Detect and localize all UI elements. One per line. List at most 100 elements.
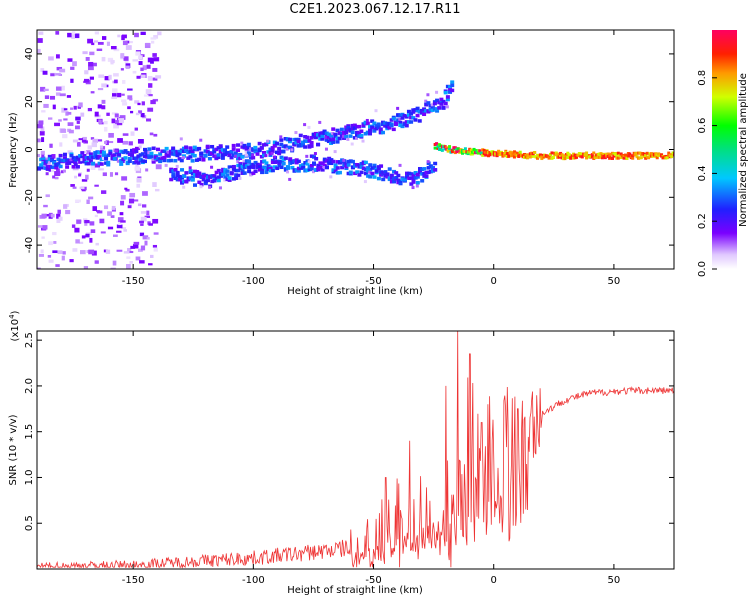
- spectrogram-cell: [135, 256, 141, 261]
- spectrogram-cell: [303, 168, 308, 172]
- spectrogram-cell: [87, 145, 93, 150]
- spectrogram-cell: [348, 134, 353, 138]
- spectrogram-cell: [123, 229, 127, 232]
- spectrogram-cell: [79, 241, 84, 244]
- spectrogram-cell: [177, 177, 182, 182]
- spectrogram-cell: [41, 110, 46, 113]
- spectrogram-cell: [48, 259, 54, 263]
- spectrogram-cell: [70, 78, 74, 83]
- spectrogram-cell: [221, 167, 226, 172]
- spectrogram-cell: [152, 244, 158, 248]
- spectrogram-cell: [84, 70, 89, 75]
- spectrogram-cell: [236, 143, 241, 147]
- spectrogram-cell: [147, 94, 153, 97]
- spectrogram-cell: [88, 159, 93, 163]
- spectrogram-cell: [518, 150, 522, 154]
- spectrogram-cell: [255, 164, 260, 169]
- spectrogram-cell: [348, 170, 353, 175]
- spectrogram-cell: [147, 76, 153, 81]
- spectrogram-cell: [41, 156, 46, 160]
- spectrogram-cell: [106, 160, 111, 165]
- spectrogram-cell: [153, 155, 158, 159]
- spectrogram-cell: [242, 159, 246, 163]
- spectrogram-cell: [251, 153, 255, 157]
- spectrogram-cell: [257, 168, 262, 172]
- spectrogram-cell: [123, 56, 129, 61]
- spectrogram-cell: [85, 174, 89, 180]
- spectrogram-cell: [309, 140, 314, 145]
- spectrogram-cell: [249, 173, 253, 177]
- spectrogram-cell: [144, 240, 148, 246]
- spectrogram-cell: [37, 38, 43, 43]
- spectrogram-cell: [415, 113, 420, 118]
- spectrogram-cell: [55, 86, 62, 91]
- spectrogram-cell: [177, 174, 182, 179]
- spectrogram-cell: [411, 180, 416, 184]
- spectrogram-cell: [39, 165, 44, 170]
- spectrogram-cell: [229, 165, 234, 169]
- spectrogram-cell: [104, 157, 109, 161]
- spectrogram-cell: [622, 156, 626, 160]
- spectrogram-cell: [240, 145, 245, 149]
- spectrogram-cell: [392, 169, 397, 174]
- spectrogram-cell: [340, 158, 345, 162]
- spectrogram-cell: [225, 145, 230, 149]
- spectrogram-cell: [538, 153, 542, 157]
- spectrogram-cell: [97, 150, 102, 155]
- spectrogram-cell: [180, 168, 185, 172]
- spectrogram-cell: [93, 152, 98, 157]
- spectrogram-cell: [164, 154, 169, 158]
- spectrogram-cell: [73, 162, 78, 166]
- spectrogram-cell: [331, 132, 335, 136]
- spectrogram-cell: [119, 162, 124, 166]
- spectrogram-cell: [118, 118, 125, 124]
- spectrogram-cell: [333, 132, 338, 137]
- spectrogram-cell: [203, 173, 208, 178]
- spectrogram-cell: [93, 154, 98, 159]
- spectrogram-cell: [242, 165, 247, 170]
- spectrogram-cell: [112, 153, 117, 157]
- spectrogram-cell: [275, 166, 280, 171]
- spectrogram-cell: [409, 112, 414, 116]
- spectrogram-cell: [616, 151, 620, 155]
- y-tick-label: 2.5: [24, 332, 35, 348]
- spectrogram-cell: [152, 58, 158, 62]
- spectrogram-cell: [50, 213, 55, 218]
- spectrogram-cell: [381, 177, 386, 182]
- spectrogram-cell: [69, 159, 74, 164]
- spectrogram-cell: [75, 239, 80, 244]
- spectrogram-cell: [628, 152, 632, 156]
- spectrogram-cell: [110, 154, 115, 158]
- spectrogram-cell: [342, 163, 347, 168]
- spectrogram-cell: [318, 165, 323, 170]
- spectrogram-cell: [370, 166, 375, 170]
- spectrogram-cell: [274, 141, 279, 146]
- spectrogram-cell: [255, 162, 260, 167]
- spectrogram-cell: [326, 135, 331, 139]
- spectrogram-cell: [318, 137, 323, 141]
- spectrogram-cell: [140, 216, 147, 222]
- spectrogram-cell: [379, 170, 384, 174]
- spectrogram-cell: [244, 150, 248, 154]
- spectrogram-cell: [273, 155, 277, 159]
- spectrogram-cell: [257, 148, 262, 153]
- spectrogram-cell: [413, 176, 418, 180]
- spectrogram-cell: [309, 154, 314, 158]
- spectrogram-cell: [383, 170, 388, 174]
- spectrogram-cell: [164, 163, 168, 167]
- spectrogram-cell: [52, 175, 56, 179]
- spectrogram-cell: [151, 160, 156, 164]
- spectrogram-cell: [376, 176, 381, 181]
- spectrogram-cell: [104, 76, 110, 81]
- spectrogram-cell: [448, 147, 452, 151]
- spectrogram-cell: [175, 150, 180, 155]
- spectrogram-cell: [550, 151, 554, 155]
- spectrogram-cell: [54, 165, 59, 170]
- spectrogram-cell: [240, 155, 245, 159]
- spectrogram-cell: [366, 169, 371, 173]
- spectrogram-cell: [249, 152, 254, 157]
- spectrogram-cell: [121, 35, 125, 41]
- spectrogram-cell: [240, 169, 245, 173]
- y-tick-label: 0.5: [24, 515, 35, 531]
